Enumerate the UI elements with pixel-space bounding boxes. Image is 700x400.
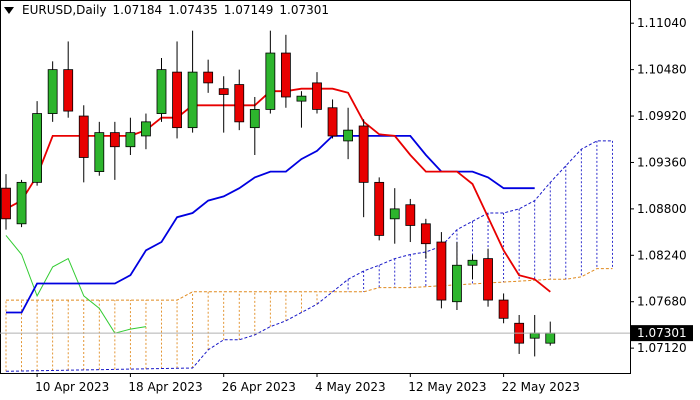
y-tick-label: 1.08800 bbox=[637, 202, 687, 216]
candle-body bbox=[47, 69, 58, 114]
candle-body bbox=[343, 129, 354, 142]
candle-body bbox=[156, 69, 167, 114]
x-tick-label: 18 Apr 2023 bbox=[128, 380, 202, 394]
candle-body bbox=[187, 71, 198, 129]
symbol-label: EURUSD,Daily bbox=[22, 3, 107, 17]
candle-body bbox=[203, 71, 214, 84]
close-value: 1.07301 bbox=[279, 3, 330, 17]
collapse-triangle-icon[interactable] bbox=[4, 6, 14, 14]
candle-body bbox=[1, 187, 11, 220]
senkou-span-a-line bbox=[5, 140, 613, 372]
y-tick-label: 1.07120 bbox=[637, 341, 687, 355]
x-tick-label: 12 May 2023 bbox=[408, 380, 486, 394]
candle-body bbox=[125, 132, 136, 148]
current-price-tag bbox=[631, 325, 693, 342]
candle-body bbox=[218, 88, 229, 95]
candle-body bbox=[109, 132, 120, 148]
candle-body bbox=[405, 204, 416, 226]
candle-body bbox=[172, 71, 182, 129]
candle-body bbox=[467, 259, 478, 266]
y-tick-label: 1.09360 bbox=[637, 155, 687, 169]
candle-body bbox=[436, 241, 447, 301]
high-value: 1.07435 bbox=[168, 3, 218, 17]
candle-body bbox=[498, 299, 509, 319]
x-tick-label: 10 Apr 2023 bbox=[35, 380, 109, 394]
current-price-label: 1.07301 bbox=[637, 326, 687, 340]
x-tick-label: 22 May 2023 bbox=[502, 380, 580, 394]
y-tick-label: 1.11040 bbox=[637, 16, 687, 30]
candle-body bbox=[94, 132, 105, 172]
candle-body bbox=[327, 107, 338, 137]
chikou-span-line bbox=[5, 235, 147, 334]
candle-body bbox=[296, 95, 307, 102]
x-tick-label: 4 May 2023 bbox=[315, 380, 386, 394]
candle-body bbox=[389, 208, 400, 220]
chart-header: EURUSD,Daily 1.07184 1.07435 1.07149 1.0… bbox=[4, 3, 329, 17]
plot-frame bbox=[0, 0, 631, 374]
candle-body bbox=[483, 258, 493, 301]
candle-body bbox=[545, 332, 556, 344]
senkou-span-b-line bbox=[6, 268, 613, 301]
candle-body bbox=[374, 181, 385, 236]
candle-body bbox=[529, 332, 540, 339]
candle-body bbox=[16, 181, 27, 225]
y-tick-label: 1.10480 bbox=[637, 63, 687, 77]
y-tick-label: 1.07680 bbox=[637, 295, 687, 309]
candle-body bbox=[78, 115, 89, 158]
candle-body bbox=[265, 52, 276, 110]
x-tick-label: 26 Apr 2023 bbox=[222, 380, 296, 394]
y-tick-label: 1.08240 bbox=[637, 248, 687, 262]
candle-body bbox=[280, 52, 291, 98]
candle-body bbox=[32, 113, 42, 183]
candle-body bbox=[63, 69, 74, 112]
candle-body bbox=[312, 82, 322, 110]
candle-body bbox=[358, 125, 369, 183]
candle-body bbox=[452, 264, 462, 303]
y-tick-label: 1.09920 bbox=[637, 109, 687, 123]
candle-body bbox=[249, 109, 260, 129]
open-value: 1.07184 bbox=[112, 3, 163, 17]
candle-body bbox=[141, 121, 151, 137]
low-value: 1.07149 bbox=[223, 3, 274, 17]
candle-body bbox=[234, 84, 245, 123]
candle-body bbox=[420, 223, 431, 245]
